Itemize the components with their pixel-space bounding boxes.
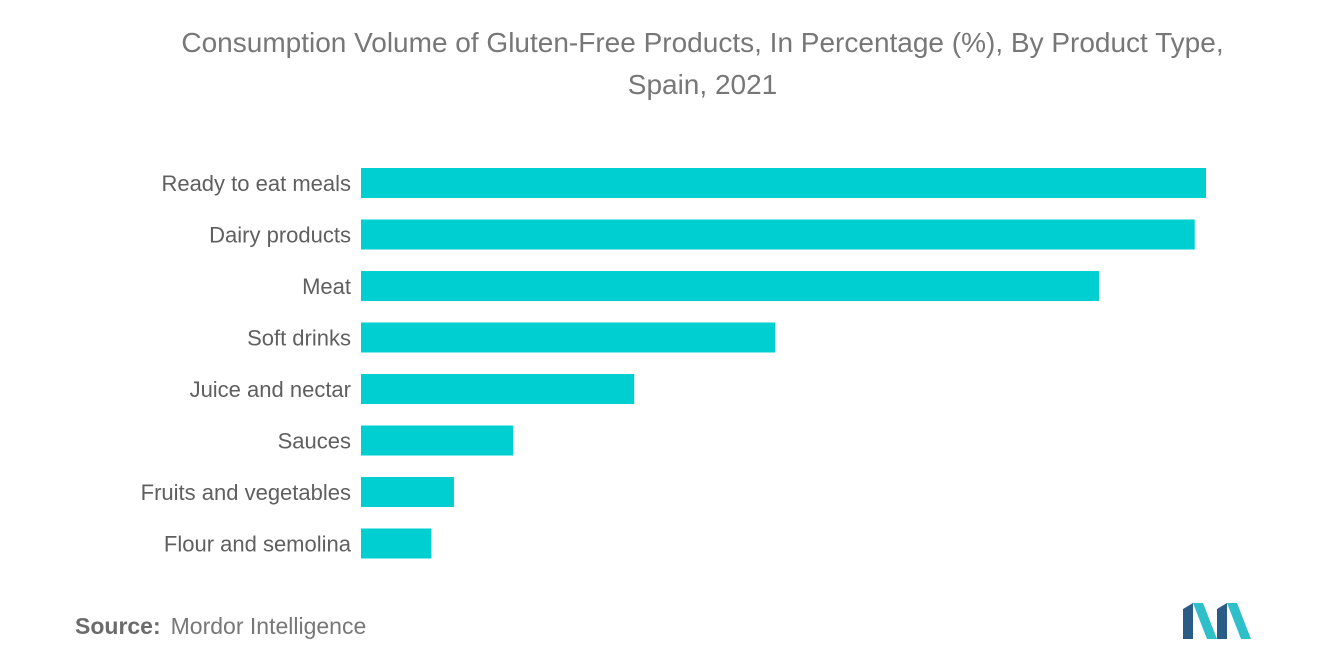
- source-note: Source: Mordor Intelligence: [75, 613, 366, 640]
- source-label: Source:: [75, 613, 161, 639]
- bar-dairy-products: [361, 219, 1195, 250]
- chart-title: Consumption Volume of Gluten-Free Produc…: [60, 22, 1320, 106]
- category-label-flour-and-semolina: Flour and semolina: [164, 532, 352, 557]
- bar-ready-to-eat-meals: [361, 168, 1206, 198]
- category-label-meat: Meat: [302, 274, 351, 299]
- bar-sauces: [361, 425, 514, 456]
- bar-flour-and-semolina: [361, 528, 432, 559]
- logo-left-stroke: [1183, 603, 1193, 639]
- logo-right-diagonal: [1227, 603, 1251, 639]
- category-label-dairy-products: Dairy products: [209, 223, 351, 248]
- bar-fruits-and-vegetables: [361, 477, 454, 507]
- bar-juice-and-nectar: [361, 374, 635, 404]
- source-name: Mordor Intelligence: [170, 613, 367, 639]
- logo-middle-stroke: [1217, 603, 1227, 639]
- chart-title-line-1: Consumption Volume of Gluten-Free Produc…: [181, 27, 1224, 58]
- bar-meat: [361, 271, 1099, 301]
- bar-chart: Ready to eat meals Dairy products Meat Soft…: [141, 168, 1206, 559]
- chart-title-line-2: Spain, 2021: [627, 69, 778, 100]
- mordor-intelligence-logo-icon: [1183, 603, 1251, 639]
- category-label-juice-and-nectar: Juice and nectar: [190, 377, 351, 402]
- category-label-sauces: Sauces: [278, 429, 351, 454]
- logo-left-diagonal: [1193, 603, 1217, 639]
- bar-soft-drinks: [361, 322, 776, 353]
- category-label-ready-to-eat-meals: Ready to eat meals: [161, 171, 351, 196]
- category-label-soft-drinks: Soft drinks: [247, 326, 351, 351]
- category-label-fruits-and-vegetables: Fruits and vegetables: [141, 480, 351, 505]
